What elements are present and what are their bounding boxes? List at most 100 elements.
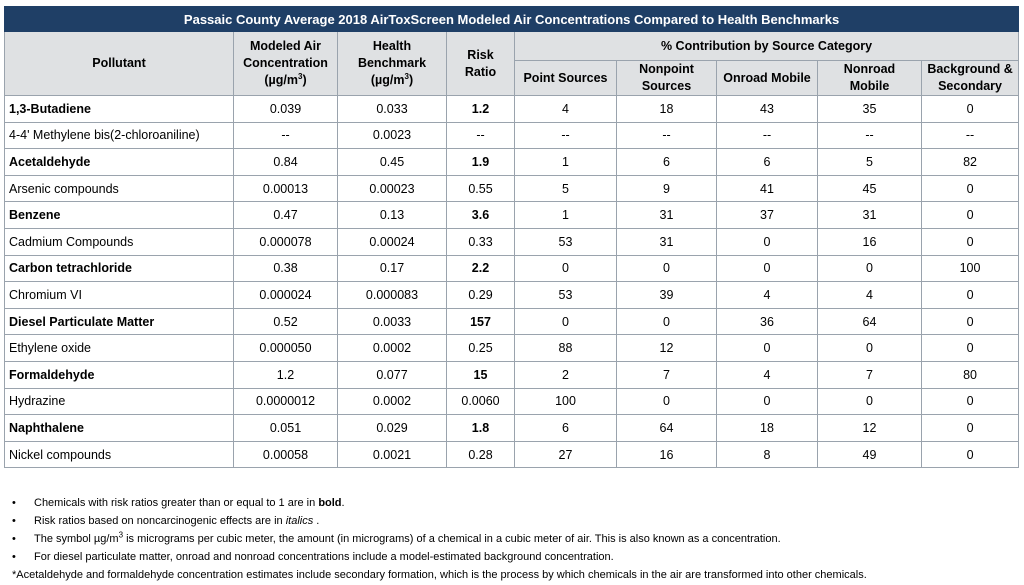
cell-nonroad: 16 — [817, 227, 922, 256]
table-row: Hydrazine 0.0000012 0.0002 0.0060 100 0 0 0 0 — [4, 387, 1020, 416]
footnote-italics-end: . — [313, 515, 320, 527]
footnote-bold-word: bold — [318, 497, 342, 509]
footnote-diesel-text: For diesel particulate matter, onroad an… — [34, 551, 614, 563]
cell-nonroad: 7 — [817, 360, 922, 389]
cell-nonpoint: 0 — [616, 387, 717, 416]
table-row: 4-4' Methylene bis(2-chloroaniline) -- 0.0… — [4, 121, 1020, 150]
cell-risk: -- — [446, 121, 515, 150]
cell-nonpoint: 0 — [616, 254, 717, 283]
header-modeled-unit: (µg/m — [264, 73, 298, 87]
cell-benchmark: 0.00023 — [337, 174, 447, 203]
cell-benchmark: 0.13 — [337, 201, 447, 229]
cell-point: 27 — [514, 440, 617, 469]
cell-modeled: 0.52 — [233, 307, 338, 336]
cell-nonpoint: 7 — [616, 360, 717, 389]
cell-benchmark: 0.000083 — [337, 281, 447, 309]
cell-point: 1 — [514, 201, 617, 229]
cell-pollutant: Naphthalene — [4, 414, 234, 442]
cell-pollutant: Hydrazine — [4, 387, 234, 416]
cell-pollutant: Acetaldehyde — [4, 148, 234, 176]
table-row: Cadmium Compounds 0.000078 0.00024 0.33 53 31… — [4, 227, 1020, 256]
cell-point: -- — [514, 121, 617, 150]
concentration-table: Passaic County Average 2018 AirToxScreen… — [3, 6, 1020, 469]
cell-background: 0 — [920, 440, 1020, 469]
header-benchmark-line2: Benchmark — [357, 56, 427, 70]
cell-modeled: 0.000024 — [233, 281, 338, 309]
cell-pollutant: Chromium VI — [4, 281, 234, 309]
header-nonroad: Nonroad Mobile — [817, 60, 922, 96]
cell-nonpoint: 12 — [616, 334, 717, 362]
cell-nonroad: 0 — [817, 254, 922, 283]
footnote-units-end: is micrograms per cubic meter, the amoun… — [123, 533, 781, 545]
cell-risk: 157 — [446, 307, 515, 336]
cell-benchmark: 0.00024 — [337, 227, 447, 256]
cell-background: 0 — [920, 174, 1020, 203]
cell-pollutant: Nickel compounds — [4, 440, 234, 469]
table-title: Passaic County Average 2018 AirToxScreen… — [3, 6, 1020, 32]
cell-risk: 1.2 — [446, 95, 515, 123]
cell-risk: 15 — [446, 360, 515, 389]
cell-risk: 0.25 — [446, 334, 515, 362]
bullet-icon: • — [12, 551, 16, 563]
cell-background: 0 — [920, 414, 1020, 442]
cell-benchmark: 0.0033 — [337, 307, 447, 336]
cell-point: 5 — [514, 174, 617, 203]
table-row: Ethylene oxide 0.000050 0.0002 0.25 88 12 0 0 0 — [4, 334, 1020, 362]
cell-nonpoint: 0 — [616, 307, 717, 336]
cell-modeled: 0.0000012 — [233, 387, 338, 416]
table-row: Benzene 0.47 0.13 3.6 1 31 37 31 0 — [4, 201, 1020, 229]
bullet-icon: • — [12, 497, 16, 509]
cell-nonroad: 0 — [817, 334, 922, 362]
table-row: Naphthalene 0.051 0.029 1.8 6 64 18 12 0 — [4, 414, 1020, 442]
cell-modeled: 0.000078 — [233, 227, 338, 256]
header-nonpoint: Nonpoint Sources — [616, 60, 717, 96]
cell-nonroad: 31 — [817, 201, 922, 229]
cell-risk: 3.6 — [446, 201, 515, 229]
header-risk: Risk Ratio — [446, 31, 515, 96]
cell-background: 0 — [920, 307, 1020, 336]
table-row: 1,3-Butadiene 0.039 0.033 1.2 4 18 43 35 0 — [4, 95, 1020, 123]
cell-background: -- — [920, 121, 1020, 150]
header-point: Point Sources — [514, 60, 617, 96]
footnote-italics: • Risk ratios based on noncarcinogenic e… — [12, 512, 1012, 530]
cell-nonroad: 5 — [817, 148, 922, 176]
cell-onroad: 8 — [716, 440, 818, 469]
cell-modeled: 0.039 — [233, 95, 338, 123]
header-background: Background & Secondary — [920, 60, 1020, 96]
header-risk-line2: Ratio — [464, 64, 497, 79]
cell-risk: 0.55 — [446, 174, 515, 203]
cell-point: 100 — [514, 387, 617, 416]
table-body: 1,3-Butadiene 0.039 0.033 1.2 4 18 43 35 0 4-4' M… — [4, 95, 1020, 469]
cell-nonroad: 4 — [817, 281, 922, 309]
cell-onroad: 37 — [716, 201, 818, 229]
cell-nonpoint: -- — [616, 121, 717, 150]
cell-benchmark: 0.17 — [337, 254, 447, 283]
cell-pollutant: Carbon tetrachloride — [4, 254, 234, 283]
header-pollutant: Pollutant — [4, 31, 234, 96]
cell-point: 2 — [514, 360, 617, 389]
cell-risk: 0.33 — [446, 227, 515, 256]
cell-onroad: 0 — [716, 387, 818, 416]
table-row: Chromium VI 0.000024 0.000083 0.29 53 39 4 4 0 — [4, 281, 1020, 309]
header-nonpoint-line2: Sources — [641, 79, 692, 93]
header-benchmark: Health Benchmark (µg/m3) — [337, 31, 447, 96]
cell-modeled: 0.051 — [233, 414, 338, 442]
footnote-secondary: *Acetaldehyde and formaldehyde concentra… — [12, 569, 867, 581]
cell-benchmark: 0.45 — [337, 148, 447, 176]
cell-onroad: 41 — [716, 174, 818, 203]
bullet-icon: • — [12, 533, 16, 545]
cell-benchmark: 0.0021 — [337, 440, 447, 469]
cell-nonpoint: 9 — [616, 174, 717, 203]
header-modeled-line1: Modeled Air — [249, 39, 322, 53]
header-benchmark-line1: Health — [372, 39, 412, 53]
header-onroad: Onroad Mobile — [716, 60, 818, 96]
table-row: Formaldehyde 1.2 0.077 15 2 7 4 7 80 — [4, 360, 1020, 389]
cell-point: 6 — [514, 414, 617, 442]
table-container: Passaic County Average 2018 AirToxScreen… — [3, 6, 1020, 469]
header-modeled-line2: Concentration — [243, 56, 328, 70]
cell-nonpoint: 64 — [616, 414, 717, 442]
cell-pollutant: Benzene — [4, 201, 234, 229]
cell-nonpoint: 31 — [616, 227, 717, 256]
cell-onroad: 4 — [716, 281, 818, 309]
cell-point: 4 — [514, 95, 617, 123]
